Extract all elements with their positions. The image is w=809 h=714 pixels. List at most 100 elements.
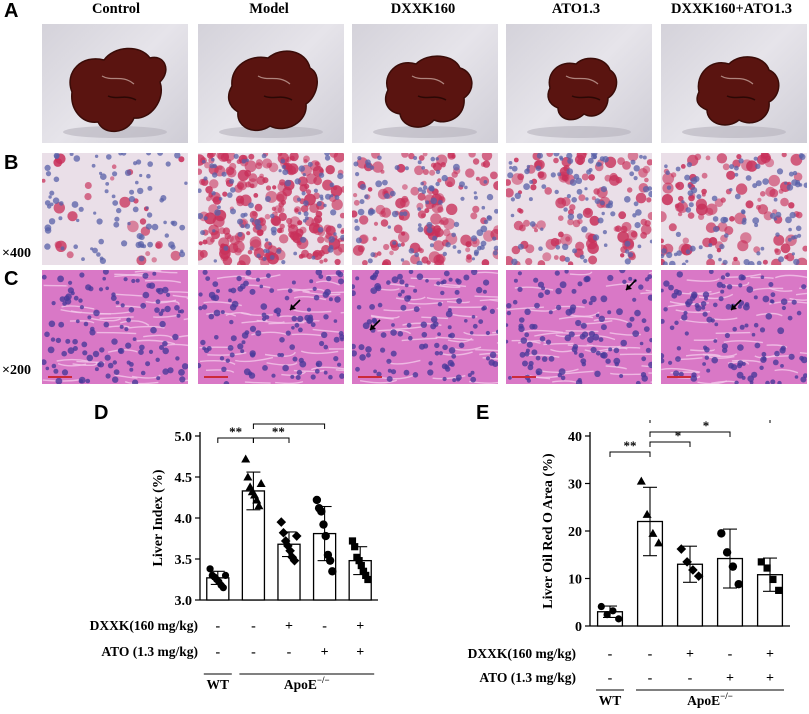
treatment-sign: - xyxy=(215,645,220,660)
treatment-sign: - xyxy=(648,647,653,662)
he-image-2 xyxy=(198,270,344,384)
liver-photo-1 xyxy=(42,24,188,143)
data-point xyxy=(321,531,330,541)
data-point xyxy=(734,580,743,589)
group-label-model: Model xyxy=(249,1,289,17)
oil-red-image-3 xyxy=(352,153,498,265)
treatment-label: DXXK(160 mg/kg) xyxy=(90,618,198,633)
oil-red-image-2 xyxy=(198,153,344,265)
data-point xyxy=(278,527,289,538)
data-point xyxy=(717,529,726,538)
data-point xyxy=(206,565,214,573)
significance-bracket: ** xyxy=(252,424,290,443)
significance-bracket: ** xyxy=(217,424,254,443)
treatment-sign: - xyxy=(287,645,292,660)
data-point xyxy=(648,528,658,537)
treatment-sign: - xyxy=(728,647,733,662)
treatment-sign: + xyxy=(356,645,364,660)
y-axis-label: Liver Oil Red O Area (%) xyxy=(541,453,556,609)
treatment-sign: + xyxy=(356,619,364,634)
data-point xyxy=(757,558,765,566)
annotation-arrow-2 xyxy=(289,299,301,311)
significance-bracket: * xyxy=(649,420,731,437)
data-point xyxy=(359,567,368,575)
svg-text:**: ** xyxy=(272,424,285,439)
apoe-group-label: ApoE−/− xyxy=(687,691,733,708)
data-point xyxy=(728,562,738,571)
treatment-label: ATO (1.3 mg/kg) xyxy=(479,670,576,685)
data-point xyxy=(769,575,777,584)
data-point xyxy=(775,586,783,594)
y-tick-label: 0 xyxy=(575,620,582,635)
treatment-sign: - xyxy=(608,671,613,686)
svg-text:*: * xyxy=(703,420,710,433)
treatment-sign: + xyxy=(285,619,293,634)
significance-bracket: ** xyxy=(649,420,771,423)
data-point xyxy=(221,571,230,579)
data-point xyxy=(603,611,611,619)
oil-red-image-4 xyxy=(506,153,652,265)
treatment-label: ATO (1.3 mg/kg) xyxy=(101,644,198,659)
y-tick-label: 3.0 xyxy=(175,594,193,609)
data-point xyxy=(256,479,266,488)
treatment-sign: - xyxy=(688,671,693,686)
data-point xyxy=(351,543,359,551)
treatment-sign: - xyxy=(648,671,653,686)
data-point xyxy=(317,507,326,516)
y-tick-label: 4.0 xyxy=(175,512,193,527)
panel-letter-c: C xyxy=(4,268,19,290)
annotation-arrow-3 xyxy=(369,319,381,331)
svg-text:*: * xyxy=(675,428,682,443)
magnification-c: ×200 xyxy=(2,363,31,378)
treatment-sign: + xyxy=(686,647,694,662)
data-point xyxy=(654,538,664,547)
data-point xyxy=(280,536,291,546)
wt-group-label: WT xyxy=(599,693,622,708)
data-point xyxy=(328,567,337,576)
annotation-arrow-4 xyxy=(625,279,637,291)
data-point xyxy=(276,517,287,527)
treatment-sign: - xyxy=(251,619,256,634)
significance-bracket: ** xyxy=(609,438,651,457)
magnification-b: ×400 xyxy=(2,246,31,261)
svg-text:*: * xyxy=(300,420,307,425)
data-point xyxy=(609,607,617,615)
data-point xyxy=(642,509,652,518)
data-point xyxy=(615,615,623,623)
data-point xyxy=(597,602,605,611)
data-point xyxy=(348,537,357,545)
data-point xyxy=(362,571,370,579)
data-point xyxy=(291,531,302,541)
treatment-sign: - xyxy=(322,619,327,634)
significance-bracket: * xyxy=(649,428,691,447)
y-tick-label: 5.0 xyxy=(175,430,193,445)
oil-red-image-1 xyxy=(42,153,188,265)
data-point xyxy=(219,584,227,592)
y-tick-label: 30 xyxy=(568,478,582,493)
data-point xyxy=(289,555,300,566)
panel-letter-d: D xyxy=(94,402,109,424)
group-label-ato: ATO1.3 xyxy=(551,1,601,17)
data-point xyxy=(355,557,363,565)
group-label-combo: DXXK160+ATO1.3 xyxy=(671,1,792,17)
data-point xyxy=(312,495,322,505)
group-label-dxxk160: DXXK160 xyxy=(390,1,456,17)
treatment-label: DXXK(160 mg/kg) xyxy=(468,646,576,661)
bar xyxy=(636,520,664,627)
data-point xyxy=(636,476,646,485)
data-point xyxy=(763,564,771,572)
group-label-control: Control xyxy=(91,1,141,17)
data-point xyxy=(682,557,692,567)
data-point xyxy=(722,548,732,557)
treatment-sign: + xyxy=(766,647,774,662)
data-point xyxy=(325,556,335,565)
treatment-sign: + xyxy=(321,645,329,660)
panel-letter-e: E xyxy=(476,402,490,424)
data-point xyxy=(676,544,687,554)
treatment-sign: - xyxy=(251,645,256,660)
svg-text:**: ** xyxy=(229,424,242,439)
data-point xyxy=(357,561,365,570)
y-tick-label: 3.5 xyxy=(175,553,193,568)
